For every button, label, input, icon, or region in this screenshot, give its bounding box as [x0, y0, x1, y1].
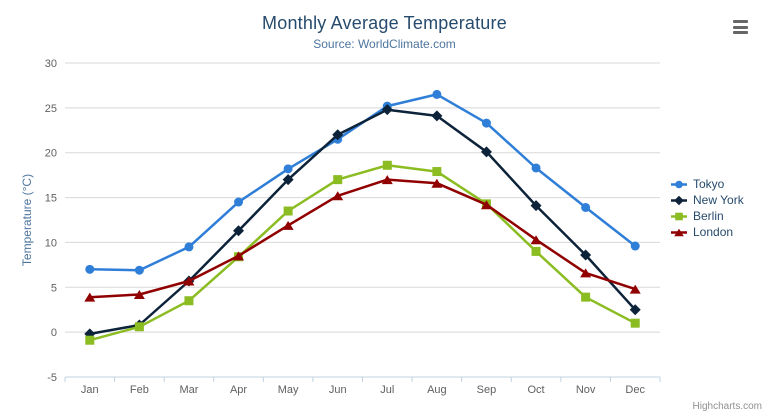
data-point-london-nov[interactable] [580, 268, 592, 278]
legend-item-tokyo[interactable]: Tokyo [671, 176, 744, 192]
legend-label: New York [693, 193, 744, 207]
diamond-marker-icon[interactable] [674, 195, 684, 205]
series-london [84, 175, 641, 302]
chart-subtitle: Source: WorldClimate.com [313, 37, 456, 51]
legend-label: London [693, 225, 734, 239]
y-axis-label: 20 [45, 148, 57, 160]
series-line [88, 164, 637, 342]
series-line [88, 108, 637, 336]
y-axis-label: 30 [45, 58, 57, 70]
diamond-legend-marker-icon [671, 195, 687, 205]
y-axis-label: 25 [45, 103, 57, 115]
context-menu-button[interactable] [733, 20, 748, 34]
data-point-london-jun[interactable] [332, 191, 344, 201]
y-axis-title: Temperature (°C) [20, 173, 34, 267]
data-point-berlin-dec[interactable] [630, 318, 640, 328]
x-axis-label: Jan [81, 384, 99, 396]
x-axis-label: May [278, 384, 299, 396]
legend-label: Berlin [693, 209, 724, 223]
data-point-tokyo-aug[interactable] [432, 89, 442, 99]
x-axis-label: Feb [130, 384, 149, 396]
data-point-tokyo-dec[interactable] [630, 241, 640, 251]
data-point-tokyo-nov[interactable] [581, 202, 591, 212]
series-tokyo [85, 89, 640, 275]
data-point-berlin-jun[interactable] [333, 175, 343, 185]
data-point-berlin-jul[interactable] [382, 160, 392, 170]
y-axis-label: 5 [51, 282, 57, 294]
x-axis-label: Sep [477, 384, 497, 396]
data-point-new-york-jul[interactable] [381, 104, 393, 116]
data-point-new-york-aug[interactable] [431, 110, 443, 122]
data-point-tokyo-mar[interactable] [184, 242, 194, 252]
data-point-tokyo-jan[interactable] [85, 264, 95, 274]
square-marker-icon[interactable] [675, 212, 683, 220]
data-point-tokyo-feb[interactable] [134, 265, 144, 275]
square-legend-marker-icon [671, 212, 687, 220]
data-point-tokyo-may[interactable] [283, 164, 293, 174]
data-point-new-york-apr[interactable] [233, 225, 245, 237]
data-point-london-apr[interactable] [233, 251, 245, 261]
y-axis-label: 0 [51, 327, 57, 339]
chart-title: Monthly Average Temperature [262, 13, 507, 33]
x-axis-label: Dec [625, 384, 645, 396]
data-point-london-feb[interactable] [133, 289, 145, 299]
legend-item-new-york[interactable]: New York [671, 192, 744, 208]
circle-legend-marker-icon [671, 180, 687, 188]
data-point-new-york-may[interactable] [282, 174, 294, 186]
data-point-tokyo-sep[interactable] [481, 118, 491, 128]
legend-item-london[interactable]: London [671, 224, 744, 240]
data-point-new-york-dec[interactable] [629, 304, 641, 316]
data-point-new-york-oct[interactable] [530, 200, 542, 212]
triangle-marker-icon[interactable] [674, 228, 684, 236]
legend: Tokyo New York Berlin London [671, 176, 744, 240]
x-axis-label: Oct [527, 384, 544, 396]
data-point-berlin-nov[interactable] [581, 292, 591, 302]
data-point-berlin-aug[interactable] [432, 167, 442, 177]
x-axis-label: Aug [427, 384, 447, 396]
hamburger-icon [733, 20, 748, 23]
triangle-legend-marker-icon [671, 228, 687, 236]
x-axis-label: Mar [179, 384, 198, 396]
data-point-new-york-jun[interactable] [332, 129, 344, 141]
data-point-new-york-sep[interactable] [480, 146, 492, 158]
y-axis-label: 15 [45, 193, 57, 205]
data-point-london-sep[interactable] [480, 200, 492, 210]
circle-marker-icon[interactable] [675, 180, 683, 188]
x-axis-label: Jun [329, 384, 347, 396]
data-point-berlin-oct[interactable] [531, 246, 541, 256]
data-point-london-dec[interactable] [629, 284, 641, 294]
data-point-london-oct[interactable] [530, 235, 542, 245]
data-point-berlin-feb[interactable] [134, 322, 144, 332]
data-point-tokyo-apr[interactable] [234, 197, 244, 207]
legend-item-berlin[interactable]: Berlin [671, 208, 744, 224]
data-point-berlin-mar[interactable] [184, 296, 194, 306]
legend-label: Tokyo [693, 177, 725, 191]
credits-link[interactable]: Highcharts.com [692, 401, 762, 412]
series-new-york [84, 104, 641, 340]
data-point-london-mar[interactable] [183, 276, 195, 286]
x-axis-label: Apr [230, 384, 247, 396]
data-point-new-york-nov[interactable] [580, 249, 592, 261]
data-point-tokyo-oct[interactable] [531, 163, 541, 173]
x-axis-label: Nov [576, 384, 596, 396]
data-point-london-may[interactable] [282, 220, 294, 230]
series-line [88, 178, 637, 299]
y-axis-label: -5 [47, 372, 57, 384]
y-axis-label: 10 [45, 237, 57, 249]
data-point-berlin-may[interactable] [283, 206, 293, 216]
hamburger-icon [733, 25, 748, 29]
data-point-berlin-jan[interactable] [85, 335, 95, 345]
series-line [88, 93, 637, 272]
data-point-london-aug[interactable] [431, 178, 443, 188]
data-point-london-jan[interactable] [84, 292, 96, 302]
data-point-london-jul[interactable] [381, 175, 393, 185]
x-axis-label: Jul [380, 384, 394, 396]
hamburger-icon [733, 31, 748, 34]
